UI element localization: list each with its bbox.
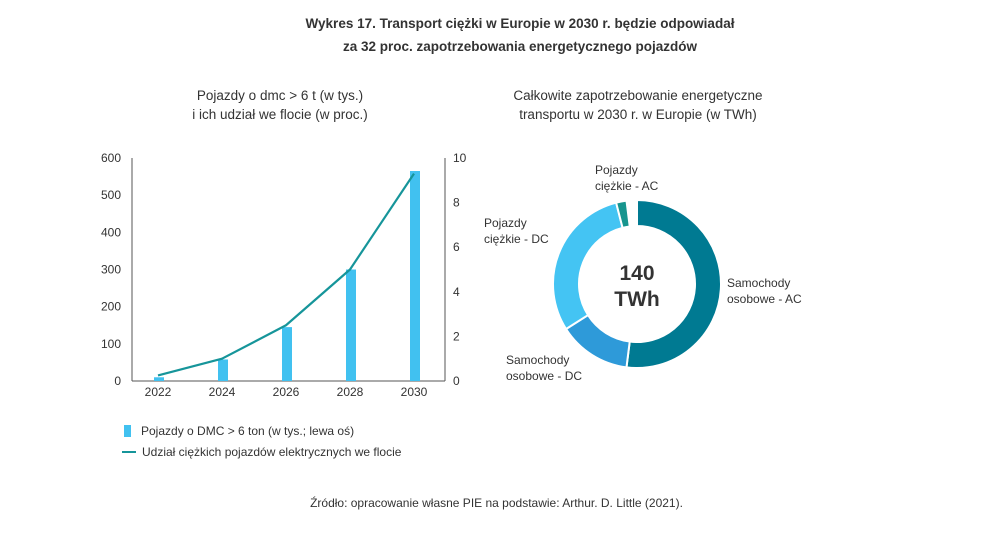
legend-line-swatch bbox=[122, 451, 136, 453]
bar-chart-subtitle: Pojazdy o dmc > 6 t (w tys.) i ich udzia… bbox=[130, 86, 430, 124]
chart-title-line-1: Wykres 17. Transport ciężki w Europie w … bbox=[305, 16, 735, 31]
legend-item-line: Udział ciężkich pojazdów elektrycznych w… bbox=[122, 445, 401, 459]
right-y-tick-label: 4 bbox=[453, 285, 460, 299]
right-y-tick-label: 10 bbox=[453, 151, 467, 165]
bar bbox=[218, 359, 228, 381]
share-line bbox=[157, 172, 415, 377]
chart-title: Wykres 17. Transport ciężki w Europie w … bbox=[240, 12, 800, 58]
legend-bar-label: Pojazdy o DMC > 6 ton (w tys.; lewa oś) bbox=[141, 424, 355, 438]
left-y-tick-label: 300 bbox=[101, 263, 121, 277]
donut-slice-label: ciężkie - AC bbox=[595, 179, 659, 193]
right-y-tick-label: 0 bbox=[453, 374, 460, 388]
bar-chart-subtitle-line-1: Pojazdy o dmc > 6 t (w tys.) bbox=[196, 88, 364, 103]
donut-chart-subtitle-line-2: transportu w 2030 r. w Europie (w TWh) bbox=[519, 107, 757, 122]
bar bbox=[346, 269, 356, 381]
left-y-tick-label: 500 bbox=[101, 188, 121, 202]
donut-slice-label: osobowe - DC bbox=[506, 369, 582, 383]
right-y-tick-label: 6 bbox=[453, 240, 460, 254]
legend-bar-swatch bbox=[124, 425, 131, 437]
donut-slice-label: osobowe - AC bbox=[727, 292, 802, 306]
donut-chart-subtitle-line-1: Całkowite zapotrzebowanie energetyczne bbox=[513, 88, 763, 103]
chart-title-line-2: za 32 proc. zapotrzebowania energetyczne… bbox=[342, 39, 698, 54]
donut-center-unit: TWh bbox=[614, 288, 659, 311]
x-tick-label: 2030 bbox=[401, 385, 428, 399]
bar bbox=[282, 327, 292, 381]
donut-slice bbox=[552, 201, 624, 331]
x-tick-label: 2022 bbox=[145, 385, 172, 399]
bar-chart-subtitle-line-2: i ich udział we flocie (w proc.) bbox=[192, 107, 368, 122]
left-y-tick-label: 200 bbox=[101, 300, 121, 314]
donut-slice-label: Pojazdy bbox=[484, 216, 527, 230]
source-note: Źródło: opracowanie własne PIE na podsta… bbox=[310, 496, 683, 510]
donut-slice-label: Samochody bbox=[727, 276, 790, 290]
left-y-tick-label: 0 bbox=[114, 374, 121, 388]
donut-slice-label: Samochody bbox=[506, 353, 569, 367]
donut-slice-label: Pojazdy bbox=[595, 163, 638, 177]
left-y-tick-label: 100 bbox=[101, 337, 121, 351]
bar bbox=[410, 171, 420, 381]
donut-slice bbox=[614, 199, 631, 230]
x-tick-label: 2026 bbox=[273, 385, 300, 399]
left-y-tick-label: 600 bbox=[101, 151, 121, 165]
right-y-tick-label: 2 bbox=[453, 329, 460, 343]
legend-item-bars: Pojazdy o DMC > 6 ton (w tys.; lewa oś) bbox=[122, 424, 354, 438]
x-tick-label: 2024 bbox=[209, 385, 236, 399]
donut-slice bbox=[625, 198, 722, 369]
bar bbox=[154, 377, 164, 381]
x-tick-label: 2028 bbox=[337, 385, 364, 399]
legend-line-label: Udział ciężkich pojazdów elektrycznych w… bbox=[142, 445, 402, 459]
donut-center-value: 140 bbox=[619, 262, 654, 285]
donut-slice-label: ciężkie - DC bbox=[484, 232, 549, 246]
donut-chart-subtitle: Całkowite zapotrzebowanie energetyczne t… bbox=[478, 86, 798, 124]
right-y-tick-label: 8 bbox=[453, 196, 460, 210]
left-y-tick-label: 400 bbox=[101, 225, 121, 239]
